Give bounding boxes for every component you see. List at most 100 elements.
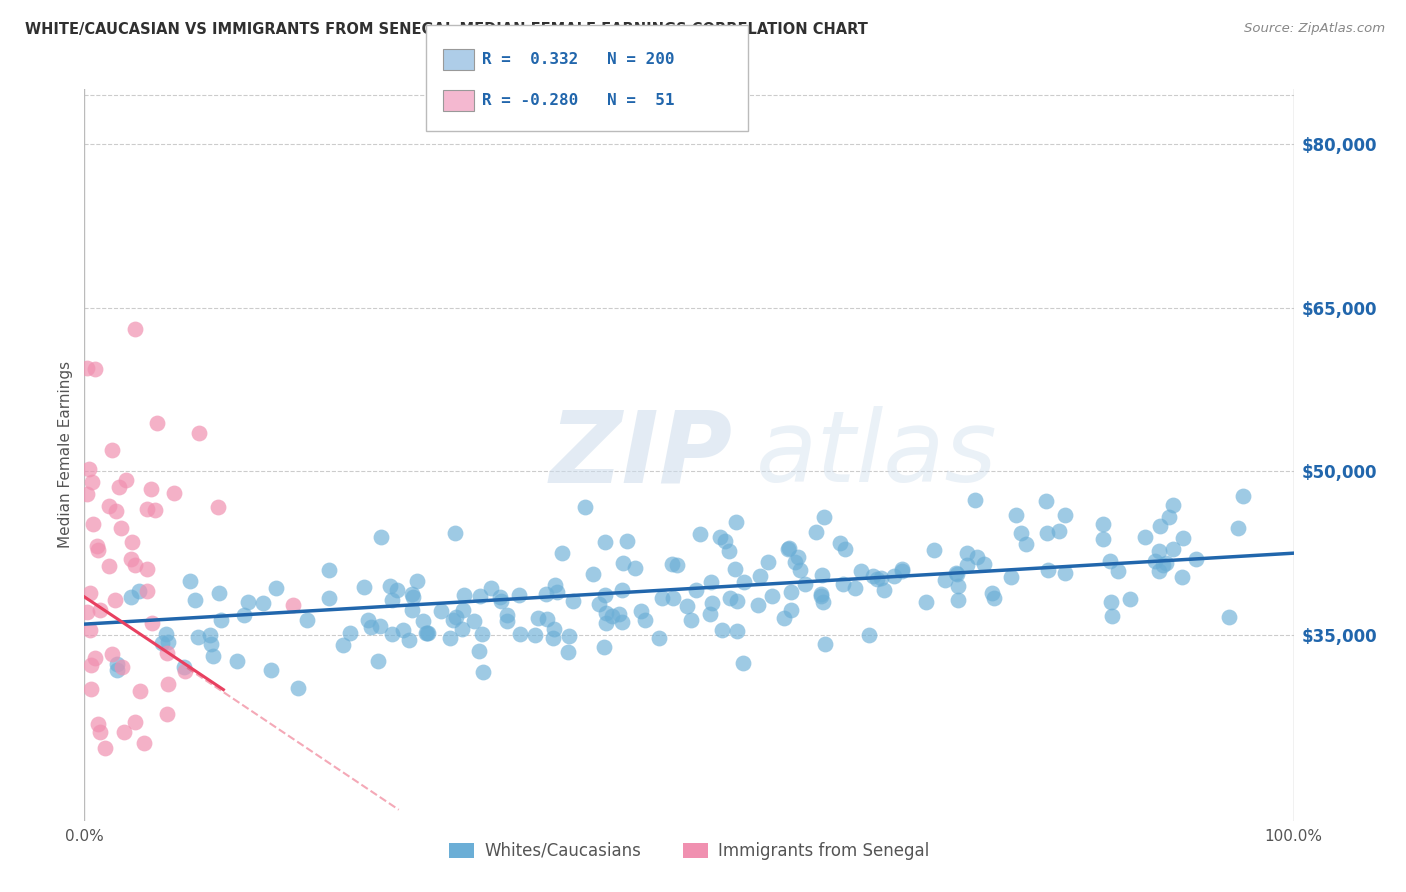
Point xyxy=(412,615,434,629)
Point xyxy=(87,717,110,731)
Point xyxy=(236,595,259,609)
Point xyxy=(381,593,404,607)
Point xyxy=(1036,526,1059,541)
Point xyxy=(283,599,305,613)
Point xyxy=(163,486,186,500)
Point xyxy=(689,527,711,541)
Point xyxy=(380,579,402,593)
Point xyxy=(207,500,229,514)
Point xyxy=(915,595,938,609)
Point xyxy=(136,583,159,598)
Point xyxy=(143,502,166,516)
Point xyxy=(595,615,617,630)
Point xyxy=(391,623,413,637)
Point xyxy=(1161,498,1184,512)
Point xyxy=(509,626,531,640)
Point xyxy=(491,594,513,608)
Point xyxy=(1159,510,1181,524)
Point xyxy=(111,659,134,673)
Point xyxy=(101,647,124,661)
Point xyxy=(1099,595,1122,609)
Point xyxy=(700,596,723,610)
Point xyxy=(934,573,956,587)
Point xyxy=(173,665,195,679)
Point xyxy=(612,556,634,570)
Point xyxy=(731,656,754,670)
Point xyxy=(89,724,111,739)
Point xyxy=(208,586,231,600)
Point xyxy=(834,542,856,557)
Point xyxy=(1000,570,1022,584)
Point xyxy=(648,632,671,646)
Point xyxy=(543,622,565,636)
Point xyxy=(89,603,111,617)
Point xyxy=(416,626,439,640)
Point xyxy=(114,473,136,487)
Point xyxy=(813,510,835,524)
Point xyxy=(544,578,567,592)
Point xyxy=(758,556,780,570)
Point xyxy=(1147,564,1170,578)
Point xyxy=(463,615,485,629)
Text: Source: ZipAtlas.com: Source: ZipAtlas.com xyxy=(1244,22,1385,36)
Point xyxy=(79,623,101,637)
Point xyxy=(105,504,128,518)
Point xyxy=(789,563,811,577)
Point xyxy=(534,587,557,601)
Point xyxy=(446,610,468,624)
Point xyxy=(76,605,98,619)
Point xyxy=(623,561,645,575)
Point xyxy=(225,654,247,668)
Point xyxy=(973,558,995,572)
Point xyxy=(557,645,579,659)
Point xyxy=(922,542,945,557)
Point xyxy=(146,416,169,430)
Point xyxy=(1049,524,1071,538)
Point xyxy=(80,475,103,489)
Point xyxy=(357,613,380,627)
Point xyxy=(370,530,392,544)
Point xyxy=(607,607,630,622)
Point xyxy=(676,599,699,613)
Point xyxy=(1010,526,1032,541)
Point xyxy=(965,493,987,508)
Point xyxy=(773,611,796,625)
Point xyxy=(136,561,159,575)
Point xyxy=(725,624,748,639)
Point xyxy=(495,607,517,622)
Point xyxy=(495,614,517,628)
Point xyxy=(402,590,425,604)
Point xyxy=(1101,609,1123,624)
Point xyxy=(616,533,638,548)
Point xyxy=(709,530,731,544)
Point xyxy=(724,562,747,576)
Point xyxy=(1152,558,1174,572)
Point xyxy=(98,558,121,573)
Point xyxy=(733,575,755,590)
Point xyxy=(187,630,209,644)
Point xyxy=(778,541,800,556)
Point xyxy=(86,539,108,553)
Point xyxy=(1133,530,1156,544)
Point xyxy=(810,587,832,601)
Point xyxy=(891,564,914,578)
Point xyxy=(124,558,146,573)
Point xyxy=(179,574,201,588)
Point xyxy=(870,572,893,586)
Point xyxy=(780,585,803,599)
Point xyxy=(471,627,494,641)
Point xyxy=(101,442,124,457)
Point xyxy=(121,535,143,549)
Point xyxy=(546,584,568,599)
Point xyxy=(588,597,610,611)
Point xyxy=(865,572,887,586)
Point xyxy=(630,604,652,618)
Text: R = -0.280   N =  51: R = -0.280 N = 51 xyxy=(482,93,675,108)
Point xyxy=(86,542,108,557)
Point xyxy=(814,637,837,651)
Point xyxy=(398,632,420,647)
Point xyxy=(714,533,737,548)
Point xyxy=(700,574,723,589)
Point xyxy=(1053,508,1076,522)
Point xyxy=(202,648,225,663)
